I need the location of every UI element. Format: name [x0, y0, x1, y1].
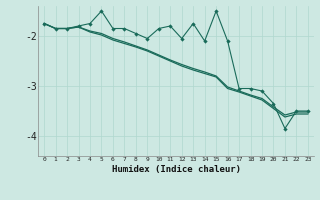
X-axis label: Humidex (Indice chaleur): Humidex (Indice chaleur): [111, 165, 241, 174]
